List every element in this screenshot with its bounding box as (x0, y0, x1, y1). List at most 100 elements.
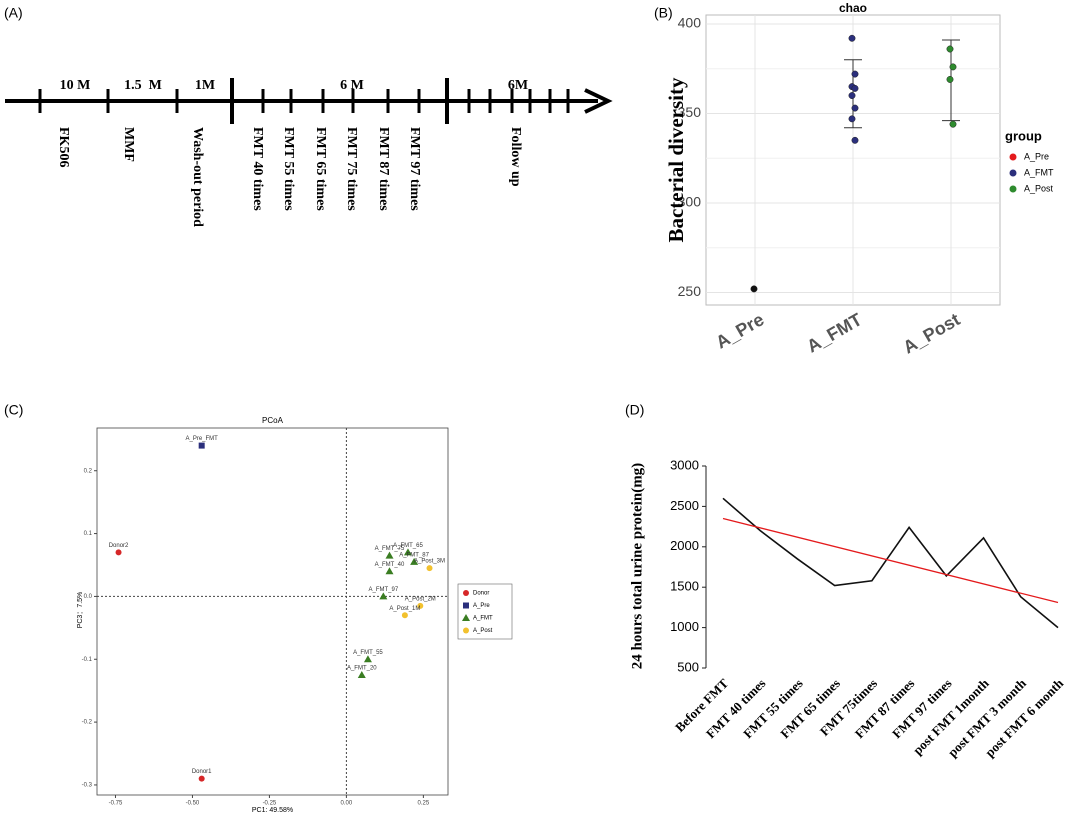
point (385, 551, 394, 559)
period-label: 10 M (60, 78, 91, 93)
event-label: FMT 75 times (344, 127, 359, 211)
y-tick-label: 2000 (670, 538, 699, 553)
y-tick-label: -0.2 (82, 720, 93, 726)
chart-title: PCoA (262, 416, 284, 425)
point (750, 285, 758, 293)
x-tick-label: -0.25 (263, 801, 277, 807)
point (851, 136, 859, 144)
point (401, 612, 408, 619)
legend-swatch (463, 602, 469, 609)
point (379, 592, 388, 600)
y-tick-label: 0.2 (84, 468, 93, 474)
period-label: 6 M (340, 78, 364, 93)
legend-swatch (1009, 153, 1017, 161)
y-tick-label: 0.0 (84, 594, 93, 600)
y-tick-label: 250 (678, 283, 702, 299)
point-label: Donor1 (192, 769, 212, 775)
y-tick-label: 0.1 (84, 531, 93, 537)
point-label: A_Post_2M (405, 596, 436, 602)
point (115, 549, 122, 556)
x-tick-label: A_Post (900, 309, 964, 357)
y-tick-label: 400 (678, 15, 702, 31)
panel-label: (D) (625, 402, 644, 418)
legend-swatch (463, 590, 469, 596)
point (851, 104, 859, 112)
event-label: FK506 (56, 127, 71, 167)
arrow-head (584, 88, 613, 114)
event-label: FMT 40 times (250, 127, 265, 211)
point-label: A_FMT_20 (347, 666, 377, 672)
y-tick-label: 1500 (670, 579, 699, 594)
point (946, 45, 954, 53)
event-label: FMT 55 times (281, 127, 296, 211)
point-label: A_FMT_40 (375, 562, 405, 568)
panel-label: (A) (4, 5, 23, 21)
legend-swatch (462, 614, 470, 621)
point (848, 34, 856, 42)
x-tick-label: 0.25 (418, 801, 430, 807)
y-axis-label: 24 hours total urine protein(mg) (629, 463, 645, 669)
point (410, 557, 419, 565)
point (949, 120, 957, 128)
point-label: A_FMT_65 (393, 543, 423, 549)
point-label: A_Post_3M (414, 559, 445, 565)
x-axis-label: PC1: 49.58% (252, 807, 293, 814)
x-tick-label: -0.50 (186, 801, 200, 807)
point (363, 655, 372, 663)
period-label: 6M (508, 78, 528, 93)
event-label: FMT 65 times (313, 127, 328, 211)
legend-swatch (463, 627, 469, 634)
y-tick-label: 2500 (670, 498, 699, 513)
y-tick-label: 1000 (670, 619, 699, 634)
point (403, 548, 412, 556)
point-label: A_FMT_97 (368, 587, 398, 593)
y-tick-label: 350 (678, 104, 702, 120)
legend-label: A_FMT (473, 616, 493, 622)
point-label: Donor2 (109, 543, 129, 549)
point (426, 565, 433, 572)
point (848, 92, 856, 100)
point (949, 63, 957, 71)
legend-swatch (1009, 185, 1017, 193)
chart-title: chao (839, 1, 867, 15)
legend-label: A_FMT (1024, 167, 1054, 177)
x-tick-label: A_Pre (712, 309, 767, 352)
period-label: 1M (195, 78, 215, 93)
legend-label: A_Post (1024, 183, 1054, 193)
y-axis-label: PC3：7.5% (77, 592, 84, 629)
event-label: Wash-out period (190, 127, 205, 227)
point (417, 602, 424, 609)
point (198, 775, 205, 782)
point-label: A_Pre_FMT (186, 436, 219, 442)
event-label: FMT 97 times (407, 127, 422, 211)
legend-label: A_Pre (473, 603, 490, 609)
event-label: Follow up (508, 127, 523, 187)
y-tick-label: 3000 (670, 457, 699, 472)
y-tick-label: 300 (678, 194, 702, 210)
x-tick-label: A_FMT (803, 309, 865, 356)
point (946, 75, 954, 83)
point (848, 115, 856, 123)
y-tick-label: -0.3 (82, 783, 93, 789)
period-label: 1.5 M (124, 78, 162, 93)
point-label: A_FMT_87 (399, 552, 429, 558)
y-axis-label: Bacterial diversity (664, 77, 688, 243)
x-tick-label: -0.75 (109, 801, 123, 807)
panel-label: (B) (654, 5, 673, 21)
point-label: A_Post_1M (389, 606, 420, 612)
point (851, 84, 859, 92)
point (198, 442, 205, 449)
legend-title: group (1005, 128, 1042, 143)
point-label: A_FMT_55 (353, 650, 383, 656)
x-tick-label: 0.00 (341, 801, 353, 807)
event-label: MMF (121, 127, 136, 162)
y-tick-label: 500 (677, 659, 699, 674)
event-label: FMT 87 times (376, 127, 391, 211)
point (385, 567, 394, 575)
legend-label: A_Pre (1024, 151, 1049, 161)
legend-label: Donor (473, 591, 489, 597)
trend-line (722, 517, 1059, 604)
legend-label: A_Post (473, 628, 493, 634)
plot-frame (96, 427, 449, 796)
